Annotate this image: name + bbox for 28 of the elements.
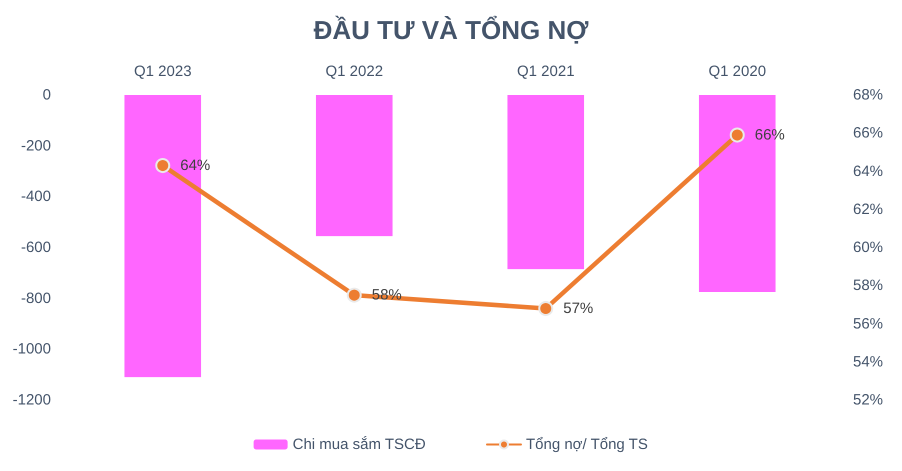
- y-tick-label: -400: [20, 188, 51, 206]
- x-tick-label: Q1 2023: [134, 63, 192, 80]
- chart-title: ĐẦU TƯ VÀ TỔNG NỢ: [314, 15, 590, 45]
- y-tick-label: -1200: [12, 392, 51, 408]
- y2-tick-label: 56%: [853, 315, 884, 332]
- y-tick-label: 0: [42, 86, 51, 104]
- y-tick-label: -1000: [12, 340, 51, 358]
- point: [538, 301, 554, 316]
- y-tick-label: -200: [20, 137, 51, 154]
- y2-tick-label: 54%: [853, 353, 884, 370]
- point: [155, 158, 170, 174]
- y2-tick-label: 58%: [853, 277, 884, 294]
- y2-tick-label: 68%: [853, 86, 884, 104]
- x-tick-label: Q1 2022: [325, 63, 384, 80]
- y2-tick-label: 62%: [853, 200, 884, 218]
- x-tick-label: Q1 2021: [516, 63, 575, 80]
- y-tick-label: -800: [20, 290, 51, 307]
- data-label: 57%: [563, 300, 594, 317]
- y2-tick-label: 60%: [853, 239, 884, 256]
- y2-tick-label: 64%: [853, 162, 884, 180]
- point: [730, 128, 745, 143]
- legend-label: Tổng nợ/ Tổng TS: [526, 436, 648, 453]
- y-tick-label: -600: [20, 239, 51, 256]
- y2-tick-label: 66%: [853, 124, 884, 142]
- point: [346, 288, 362, 303]
- legend-label: Chi mua sắm TSCĐ: [292, 435, 426, 453]
- y2-tick-label: 52%: [853, 392, 884, 408]
- x-tick-label: Q1 2020: [708, 63, 766, 80]
